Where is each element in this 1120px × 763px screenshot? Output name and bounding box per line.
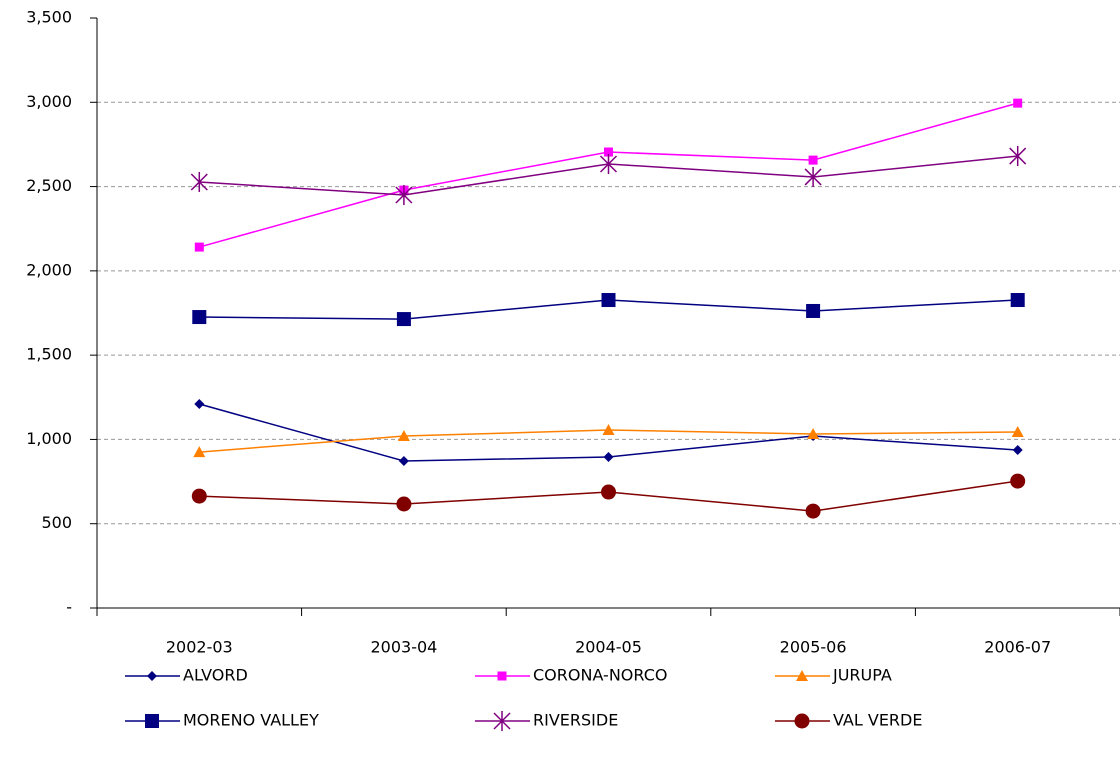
marker [1009,146,1027,167]
marker [601,484,616,500]
x-tick-label: 2006-07 [984,638,1051,657]
y-tick-label: 1,500 [26,345,72,364]
marker [1010,293,1025,308]
legend-item: ALVORD [125,666,248,685]
legend-marker [147,671,157,681]
marker [808,155,818,165]
marker [397,430,410,442]
y-tick-label: 1,000 [26,429,72,448]
marker [807,428,820,440]
x-tick-label: 2004-05 [575,638,642,657]
y-tick-label: 2,000 [26,260,72,279]
legend-label: VAL VERDE [833,711,922,730]
marker [806,303,821,318]
marker [601,293,616,308]
x-tick-label: 2005-06 [780,638,847,657]
marker [599,153,618,174]
y-tick-label: 2,500 [26,176,72,195]
legend-label: RIVERSIDE [533,711,618,730]
marker [194,242,204,252]
legend-label: ALVORD [183,666,248,685]
marker [194,399,205,410]
marker [191,488,207,504]
marker [193,446,206,458]
legend-marker [796,670,808,681]
marker [192,310,207,325]
x-tick-label: 2002-03 [166,638,233,657]
legend-item: VAL VERDE [775,711,922,730]
marker [398,456,409,467]
marker [604,147,613,157]
legend-item: MORENO VALLEY [125,711,319,730]
legend-marker [794,713,810,729]
marker [396,312,411,327]
y-tick-label: - [66,598,72,617]
y-tick-label: 500 [41,513,72,532]
marker [602,423,615,435]
legend-item: JURUPA [775,666,892,685]
marker [603,451,614,462]
legend-item: CORONA-NORCO [475,666,667,685]
marker [1011,426,1024,438]
x-tick-label: 2003-04 [370,638,437,657]
legend-marker [145,714,159,728]
legend-label: CORONA-NORCO [533,666,667,685]
y-tick-label: 3,500 [26,8,72,27]
marker [395,185,413,205]
legend-marker [493,711,511,731]
legend-marker [497,671,507,681]
marker [190,172,208,193]
marker [1010,473,1026,489]
series-line [199,102,1018,248]
legend-label: MORENO VALLEY [183,711,319,730]
marker [804,166,822,187]
legend-item: RIVERSIDE [475,711,618,731]
marker [805,503,821,519]
marker [396,496,412,512]
y-tick-label: 3,000 [26,92,72,111]
legend-label: JURUPA [832,666,892,685]
marker [1013,98,1023,108]
marker [1012,445,1023,456]
